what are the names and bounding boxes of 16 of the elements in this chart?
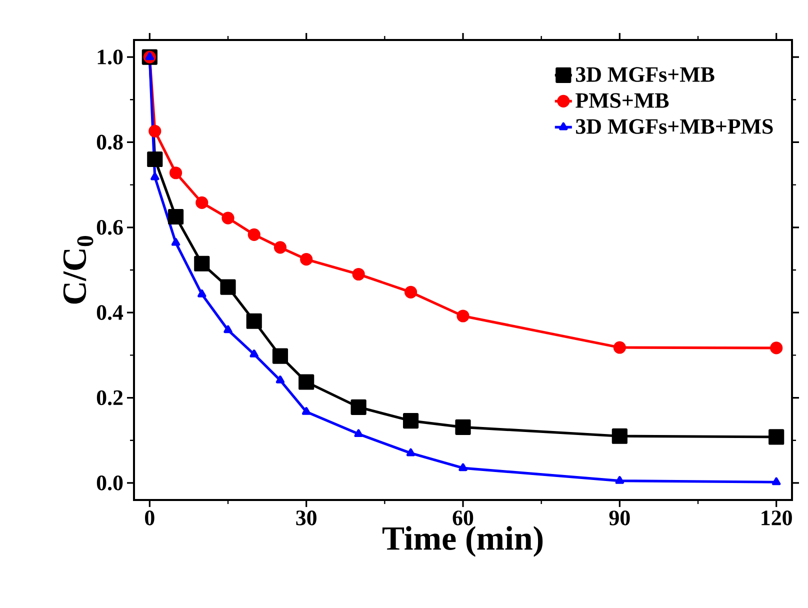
y-tick-label: 1.0 [98, 50, 123, 64]
x-tick-label: 90 [609, 510, 630, 526]
y-tick-label: 0.4 [96, 305, 124, 320]
legend-label: 3D MGFs+MB+PMS [576, 119, 773, 134]
x-tick-label: 0 [145, 510, 154, 526]
x-tick-label: 30 [296, 510, 316, 526]
y-tick-label: 0.2 [96, 390, 123, 406]
x-axis-title: Time (min) [382, 526, 543, 557]
legend-label: PMS+MB [576, 93, 669, 108]
x-tick-label: 120 [762, 510, 792, 526]
legend-label: 3D MGFs+MB [576, 67, 714, 82]
y-axis-title: C/C$_{0}$ [63, 236, 94, 304]
y-tick-label: 0.8 [96, 134, 123, 150]
y-tick-label: 0.6 [96, 220, 123, 235]
y-tick-label: 0.0 [96, 476, 123, 490]
x-tick-label: 60 [452, 510, 474, 526]
